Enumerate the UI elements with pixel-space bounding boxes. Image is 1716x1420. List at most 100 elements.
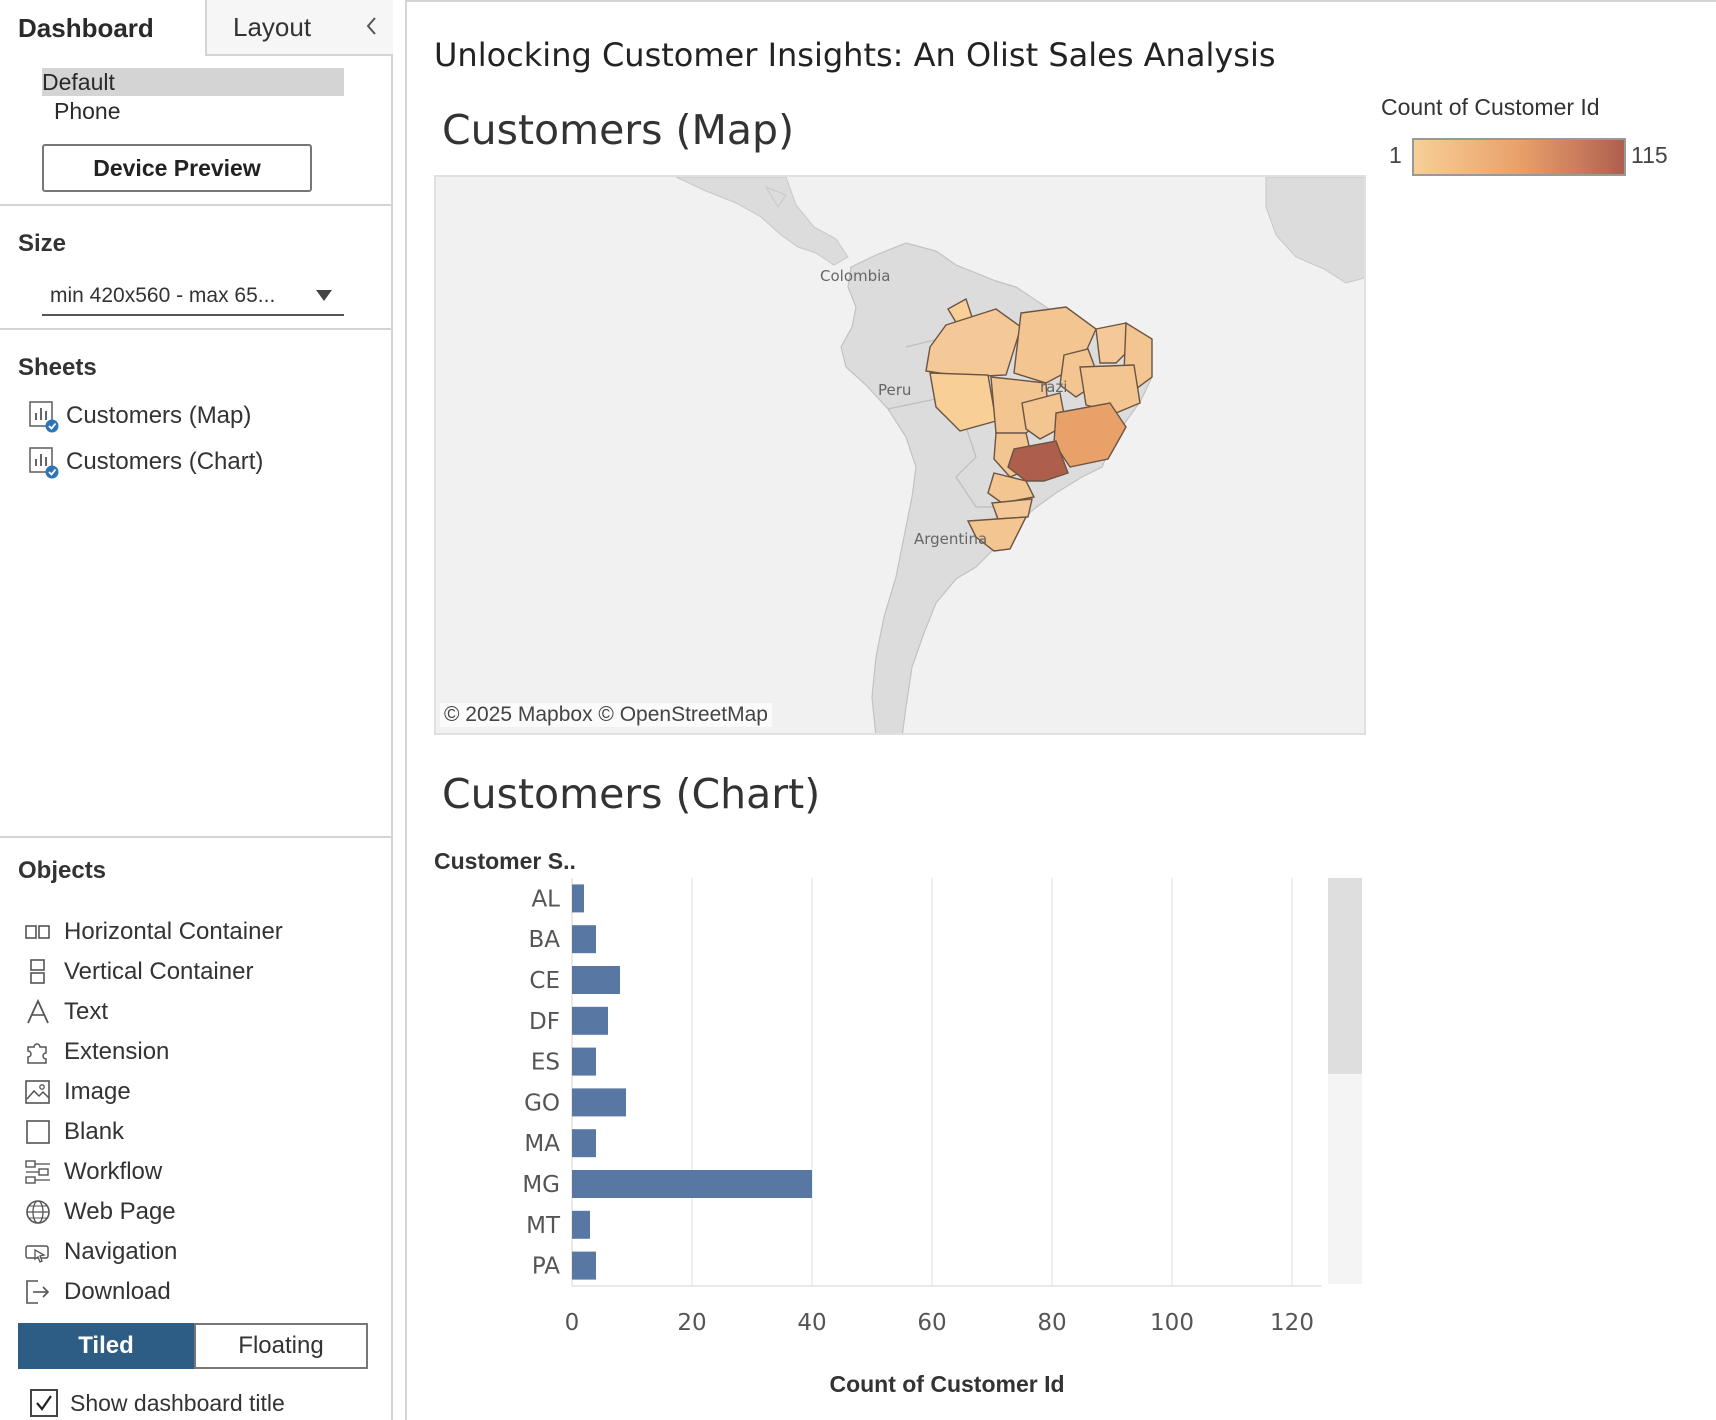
checkmark-icon xyxy=(36,1395,52,1411)
object-label: Extension xyxy=(64,1038,170,1065)
object-label: Image xyxy=(64,1078,131,1105)
x-tick-label: 100 xyxy=(1150,1310,1194,1336)
chart-scrollbar-thumb[interactable] xyxy=(1328,878,1362,1074)
device-phone[interactable]: Phone xyxy=(54,98,121,124)
color-legend-gradient xyxy=(1412,138,1626,176)
bar-chart-view[interactable]: 0 20 40 60 80 100 120 Customer S.. AL BA CE DF ES GO M… xyxy=(434,842,1366,1402)
x-tick-label: 120 xyxy=(1270,1310,1314,1336)
show-title-checkbox[interactable] xyxy=(30,1389,58,1417)
object-web-page[interactable]: Web Page xyxy=(24,1195,176,1229)
bar-es xyxy=(572,1047,596,1076)
collapse-panel-icon[interactable] xyxy=(360,12,384,40)
navigation-icon xyxy=(25,1245,49,1263)
device-list: Default Phone xyxy=(42,68,344,125)
category-header: Customer S.. xyxy=(434,848,576,874)
category-label: PA xyxy=(532,1254,560,1280)
side-panel: Dashboard Layout Default Phone Device Pr… xyxy=(0,0,393,1420)
sheets-heading: Sheets xyxy=(18,354,97,381)
vertical-container-icon xyxy=(30,959,45,984)
x-tick-label: 20 xyxy=(677,1310,706,1336)
x-tick-label: 80 xyxy=(1037,1310,1066,1336)
bar-al xyxy=(572,884,584,913)
bar-df xyxy=(572,1006,608,1035)
sheet-item-customers-map[interactable]: Customers (Map) xyxy=(28,399,251,433)
device-preview-button[interactable]: Device Preview xyxy=(42,144,312,192)
object-vertical-container[interactable]: Vertical Container xyxy=(24,955,253,989)
category-label: CE xyxy=(529,968,560,994)
object-label: Blank xyxy=(64,1118,125,1145)
africa-landmass xyxy=(1265,177,1364,284)
object-horizontal-container[interactable]: Horizontal Container xyxy=(24,915,283,949)
object-text[interactable]: Text xyxy=(24,995,108,1029)
state-minas-gerais xyxy=(1053,402,1127,468)
object-workflow[interactable]: Workflow xyxy=(24,1155,162,1189)
map-sheet-title: Customers (Map) xyxy=(442,106,795,154)
sheet-item-customers-chart[interactable]: Customers (Chart) xyxy=(28,445,263,479)
brazil-states xyxy=(925,297,1153,552)
size-dropdown[interactable]: min 420x560 - max 65... xyxy=(42,278,344,316)
bar-ma xyxy=(572,1129,596,1158)
legend-min: 1 xyxy=(1389,142,1402,168)
divider xyxy=(0,328,393,330)
state-sao-paulo xyxy=(1007,440,1069,482)
object-download[interactable]: Download xyxy=(24,1275,171,1309)
x-tick-label: 0 xyxy=(565,1310,580,1336)
object-label: Text xyxy=(64,998,109,1025)
bar-mt xyxy=(572,1210,590,1239)
map-label-peru: Peru xyxy=(878,381,911,399)
object-label: Navigation xyxy=(64,1238,178,1265)
layout-mode-toggle: Tiled Floating xyxy=(18,1323,368,1369)
dashboard-title[interactable]: Unlocking Customer Insights: An Olist Sa… xyxy=(434,36,1276,74)
map-canvas: Colombia Peru razi Argentina xyxy=(675,177,1364,733)
state-bahia xyxy=(1079,364,1141,414)
workflow-icon xyxy=(25,1160,50,1184)
horizontal-container-icon xyxy=(25,925,50,939)
x-axis-title: Count of Customer Id xyxy=(829,1371,1064,1397)
bar-ce xyxy=(572,966,620,994)
object-image[interactable]: Image xyxy=(24,1075,131,1109)
map-label-colombia: Colombia xyxy=(820,267,891,285)
tiled-button[interactable]: Tiled xyxy=(18,1323,194,1369)
category-label: MA xyxy=(524,1131,560,1157)
object-label: Horizontal Container xyxy=(64,918,283,945)
object-blank[interactable]: Blank xyxy=(24,1115,124,1149)
show-title-label: Show dashboard title xyxy=(70,1389,285,1416)
objects-heading: Objects xyxy=(18,857,107,884)
object-extension[interactable]: Extension xyxy=(24,1035,169,1069)
show-title-option[interactable]: Show dashboard title xyxy=(30,1388,285,1418)
chart-sheet-title: Customers (Chart) xyxy=(442,770,821,818)
state-rio-grande-do-sul xyxy=(966,516,1028,552)
category-label: BA xyxy=(528,927,560,953)
category-label: ES xyxy=(531,1050,560,1076)
size-value: min 420x560 - max 65... xyxy=(50,284,276,307)
tab-dashboard[interactable]: Dashboard xyxy=(0,0,207,56)
size-heading: Size xyxy=(18,230,67,257)
object-label: Vertical Container xyxy=(64,958,254,985)
x-tick-label: 60 xyxy=(917,1310,946,1336)
category-label: MG xyxy=(522,1172,560,1198)
puzzle-icon xyxy=(27,1043,47,1064)
map-view[interactable]: Colombia Peru razi Argentina © 2025 Mapb… xyxy=(434,175,1366,735)
sheet-used-icon xyxy=(29,447,59,479)
category-label: MT xyxy=(526,1213,561,1239)
bar-mg xyxy=(572,1170,812,1198)
bar-chart-canvas: 0 20 40 60 80 100 120 Customer S.. AL BA CE DF ES GO M… xyxy=(434,848,1322,1397)
device-default[interactable]: Default xyxy=(42,68,344,96)
dashboard-canvas: Unlocking Customer Insights: An Olist Sa… xyxy=(405,0,1716,1420)
divider xyxy=(0,204,393,206)
sheet-item-label: Customers (Chart) xyxy=(66,448,264,475)
floating-button[interactable]: Floating xyxy=(194,1323,368,1369)
image-icon xyxy=(25,1080,50,1104)
bar-ba xyxy=(572,925,596,954)
object-navigation[interactable]: Navigation xyxy=(24,1235,177,1269)
map-attribution[interactable]: © 2025 Mapbox © OpenStreetMap xyxy=(440,703,772,727)
tab-layout[interactable]: Layout xyxy=(207,0,393,56)
bar-pa xyxy=(572,1251,596,1280)
object-label: Workflow xyxy=(64,1158,163,1185)
legend-max: 115 xyxy=(1631,142,1668,168)
category-label: DF xyxy=(529,1009,560,1035)
sheet-item-label: Customers (Map) xyxy=(66,402,252,429)
globe-icon xyxy=(26,1200,50,1224)
x-tick-label: 40 xyxy=(797,1310,826,1336)
text-icon xyxy=(27,998,49,1024)
